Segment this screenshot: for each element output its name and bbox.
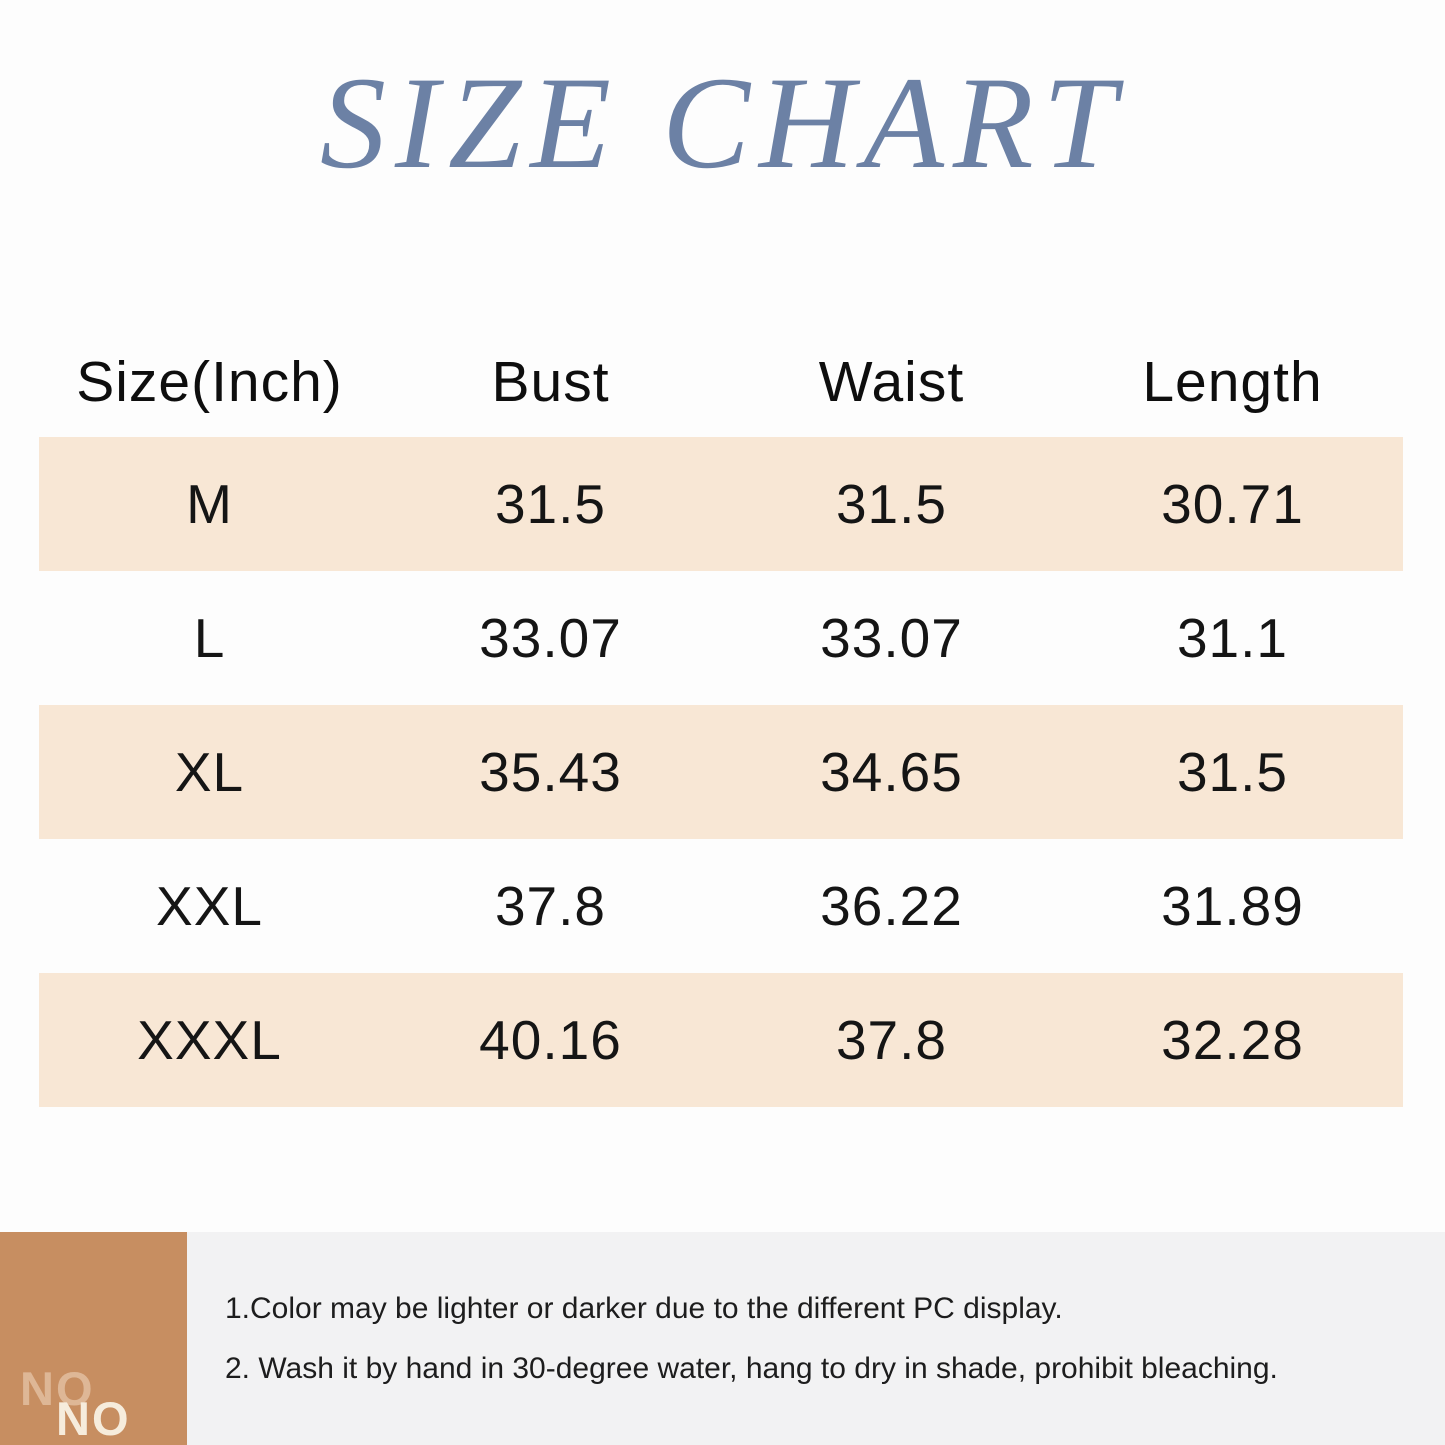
- cell-waist: 34.65: [820, 741, 963, 803]
- note-items: 1.Color may be lighter or darker due to …: [225, 1232, 1278, 1445]
- cell-length: 31.5: [1176, 741, 1289, 803]
- table-row: XL 35.43 34.65 31.5: [39, 705, 1403, 839]
- cell-waist: 33.07: [820, 607, 963, 669]
- cell-size: XL: [174, 741, 245, 803]
- cell-size: L: [193, 607, 226, 669]
- table-header-row: Size(Inch) Bust Waist Length: [39, 327, 1403, 437]
- size-table: Size(Inch) Bust Waist Length M 31.5 31.5…: [39, 327, 1403, 1107]
- page-title: SIZE CHART: [319, 49, 1126, 196]
- note-section: NO TE NO TE 1.Color may be lighter or da…: [0, 1232, 1445, 1445]
- note-item: 1.Color may be lighter or darker due to …: [225, 1291, 1063, 1325]
- cell-bust: 40.16: [479, 1009, 622, 1071]
- cell-waist: 31.5: [835, 473, 948, 535]
- cell-bust: 33.07: [479, 607, 622, 669]
- cell-length: 32.28: [1161, 1009, 1304, 1071]
- table-row: M 31.5 31.5 30.71: [39, 437, 1403, 571]
- cell-length: 31.1: [1176, 607, 1289, 669]
- cell-length: 31.89: [1161, 875, 1304, 937]
- note-item: 2. Wash it by hand in 30-degree water, h…: [225, 1351, 1278, 1385]
- cell-bust: 31.5: [494, 473, 607, 535]
- cell-size: M: [186, 473, 233, 535]
- header-cell-size: Size(Inch): [76, 350, 343, 414]
- note-badge: NO TE NO TE: [0, 1232, 187, 1445]
- header-cell-length: Length: [1142, 350, 1323, 414]
- cell-waist: 37.8: [835, 1009, 948, 1071]
- table-row: XXL 37.8 36.22 31.89: [39, 839, 1403, 973]
- cell-size: XXL: [156, 875, 263, 937]
- note-badge-text: NO TE: [56, 1392, 131, 1445]
- note-badge-ghost-text: NO TE: [20, 1362, 95, 1415]
- cell-bust: 37.8: [494, 875, 607, 937]
- cell-length: 30.71: [1161, 473, 1304, 535]
- table-row: L 33.07 33.07 31.1: [39, 571, 1403, 705]
- cell-waist: 36.22: [820, 875, 963, 937]
- header-cell-waist: Waist: [818, 350, 965, 414]
- cell-size: XXXL: [137, 1009, 282, 1071]
- table-row: XXXL 40.16 37.8 32.28: [39, 973, 1403, 1107]
- cell-bust: 35.43: [479, 741, 622, 803]
- header-cell-bust: Bust: [491, 350, 610, 414]
